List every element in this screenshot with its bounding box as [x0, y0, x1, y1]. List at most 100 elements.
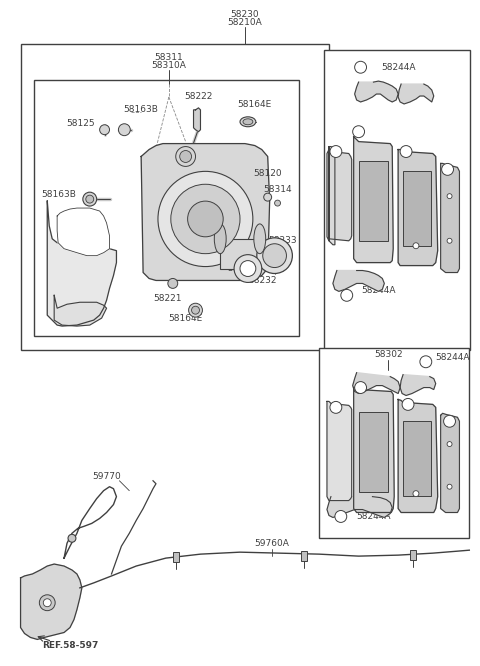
Bar: [173, 552, 179, 562]
Polygon shape: [327, 497, 392, 517]
Text: 58244A: 58244A: [361, 286, 396, 295]
Circle shape: [263, 244, 287, 268]
Polygon shape: [398, 400, 438, 513]
Circle shape: [442, 163, 454, 175]
Bar: [301, 551, 307, 561]
Text: 58222: 58222: [184, 93, 213, 101]
Circle shape: [355, 382, 367, 394]
Text: 58221: 58221: [154, 294, 182, 303]
Ellipse shape: [254, 224, 266, 254]
Circle shape: [420, 356, 432, 368]
Circle shape: [341, 289, 353, 301]
Polygon shape: [57, 208, 109, 256]
Ellipse shape: [243, 119, 253, 125]
Circle shape: [176, 147, 195, 166]
Polygon shape: [193, 108, 201, 132]
Polygon shape: [355, 81, 398, 102]
Text: 5: 5: [338, 512, 343, 521]
Text: 58163B: 58163B: [124, 105, 158, 115]
Text: 5: 5: [358, 63, 363, 72]
Polygon shape: [54, 295, 107, 326]
Circle shape: [188, 201, 223, 237]
Circle shape: [240, 260, 256, 276]
Polygon shape: [354, 388, 394, 513]
Circle shape: [444, 416, 456, 427]
Circle shape: [447, 238, 452, 243]
Circle shape: [400, 146, 412, 157]
Text: 58314: 58314: [263, 184, 292, 194]
Circle shape: [447, 194, 452, 198]
Ellipse shape: [214, 224, 226, 254]
Bar: [410, 550, 416, 560]
Circle shape: [119, 124, 130, 136]
Polygon shape: [441, 163, 459, 272]
Circle shape: [330, 402, 342, 414]
Bar: [324, 51, 470, 350]
Circle shape: [189, 303, 203, 317]
Bar: [35, 80, 300, 336]
Bar: [319, 348, 469, 538]
Circle shape: [447, 484, 452, 490]
Polygon shape: [141, 144, 270, 280]
Circle shape: [158, 171, 253, 266]
Text: 2: 2: [356, 127, 361, 136]
Bar: [220, 239, 260, 268]
Circle shape: [413, 243, 419, 248]
Circle shape: [192, 306, 200, 314]
Circle shape: [100, 125, 109, 135]
Text: 58311: 58311: [155, 53, 183, 62]
Text: 58244A: 58244A: [381, 63, 415, 72]
Text: 58164E: 58164E: [168, 314, 203, 322]
Bar: [403, 171, 431, 246]
Bar: [21, 45, 329, 350]
Text: 58163B: 58163B: [41, 190, 76, 198]
Polygon shape: [398, 84, 434, 104]
Circle shape: [330, 146, 342, 157]
Text: 4: 4: [445, 165, 450, 174]
Text: 5: 5: [344, 291, 349, 300]
Polygon shape: [354, 137, 393, 262]
Circle shape: [83, 192, 96, 206]
Text: 1: 1: [334, 147, 338, 156]
Polygon shape: [353, 373, 400, 394]
Text: 5: 5: [423, 357, 428, 366]
Text: 59760A: 59760A: [254, 539, 289, 547]
Circle shape: [335, 511, 347, 522]
Circle shape: [180, 151, 192, 163]
Bar: [403, 422, 431, 496]
Text: 58233: 58233: [268, 236, 297, 245]
Bar: [359, 412, 388, 492]
Circle shape: [39, 595, 55, 611]
Text: 1: 1: [334, 403, 338, 412]
Text: 58164E: 58164E: [238, 101, 272, 109]
Bar: [359, 161, 388, 241]
Polygon shape: [327, 402, 352, 501]
Text: 58244A: 58244A: [435, 353, 470, 362]
Text: REF.58-597: REF.58-597: [42, 641, 98, 650]
Circle shape: [257, 238, 292, 274]
Polygon shape: [327, 147, 335, 244]
Text: 58302: 58302: [374, 350, 403, 360]
Text: 58210A: 58210A: [228, 18, 262, 27]
Circle shape: [86, 195, 94, 203]
Circle shape: [353, 126, 364, 138]
Polygon shape: [441, 414, 459, 513]
Circle shape: [234, 254, 262, 282]
Circle shape: [355, 61, 367, 73]
Circle shape: [447, 442, 452, 446]
Circle shape: [413, 491, 419, 497]
Circle shape: [43, 599, 51, 607]
Circle shape: [68, 534, 76, 542]
Polygon shape: [400, 375, 436, 396]
Text: 59770: 59770: [92, 472, 121, 482]
Text: 4: 4: [447, 417, 452, 426]
Polygon shape: [398, 150, 438, 266]
Polygon shape: [47, 201, 117, 326]
Circle shape: [275, 200, 280, 206]
Text: 58310A: 58310A: [151, 61, 186, 70]
Circle shape: [168, 278, 178, 288]
Ellipse shape: [240, 117, 256, 127]
Polygon shape: [21, 564, 82, 639]
Text: 3: 3: [406, 400, 410, 409]
Polygon shape: [333, 270, 384, 291]
